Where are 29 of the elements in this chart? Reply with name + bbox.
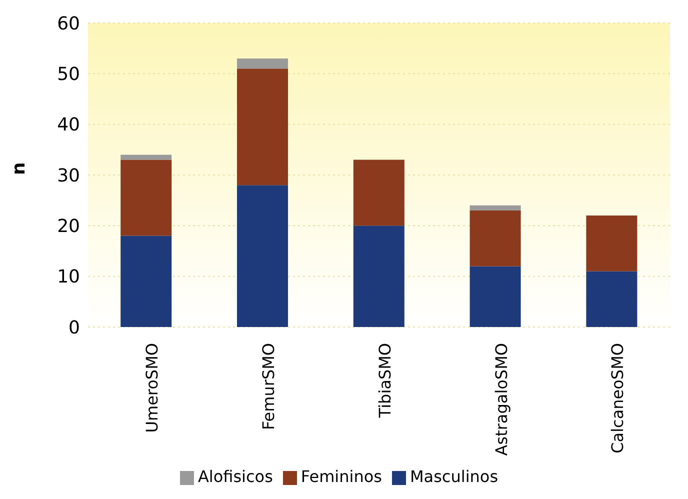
x-tick-label: CalcaneoSMO [608,343,628,454]
bar [470,205,521,210]
bar [353,160,404,226]
bar [236,68,288,186]
x-tick-label: UmeroSMO [142,343,162,433]
bar [236,58,288,69]
bar [586,216,638,272]
y-tick-label: 30 [57,165,80,186]
bar [120,236,172,327]
bar [470,266,521,327]
y-tick-label: 50 [57,64,80,86]
x-tick-label: AstragaloSMO [492,343,511,456]
y-tick-label: 40 [57,114,80,136]
bar [586,271,638,327]
y-tick-label: 10 [57,266,80,288]
bar [353,226,404,327]
x-tick-label: TibiaSMO [375,343,394,419]
bar [236,185,288,327]
y-tick-label: 0 [68,317,80,338]
legend-label: Masculinos [410,467,498,486]
y-tick-label: 60 [57,13,80,34]
bar [120,160,172,236]
x-tick-label: FemurSMO [258,343,278,430]
legend-label: Femininos [300,467,382,486]
bar [470,210,521,266]
bar [120,154,172,160]
legend-label: Alofisicos [198,467,273,486]
y-tick-label: 20 [57,216,80,238]
y-axis-title: n [8,162,30,175]
